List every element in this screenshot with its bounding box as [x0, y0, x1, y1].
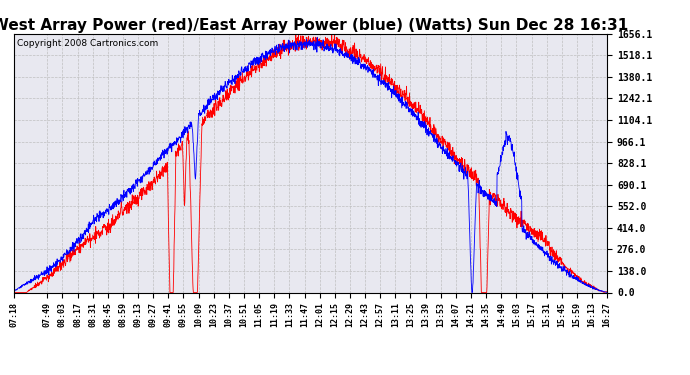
Text: Copyright 2008 Cartronics.com: Copyright 2008 Cartronics.com — [17, 39, 158, 48]
Title: West Array Power (red)/East Array Power (blue) (Watts) Sun Dec 28 16:31: West Array Power (red)/East Array Power … — [0, 18, 629, 33]
